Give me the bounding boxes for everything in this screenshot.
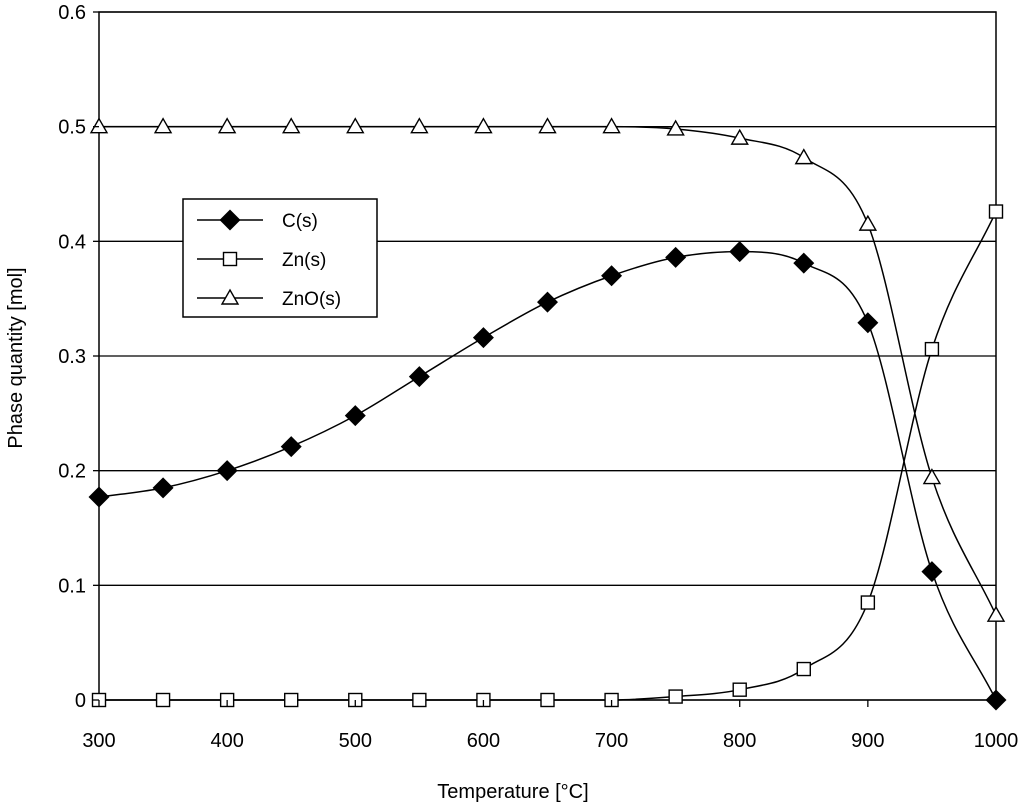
legend-marker-1	[222, 251, 238, 267]
data-point-s1-9	[668, 689, 683, 704]
data-point-s0-5	[408, 366, 430, 388]
x-axis-ticks: 300 400 500 600 700 800 900 1000	[82, 700, 1018, 752]
series-markers-2	[89, 117, 1006, 622]
data-point-s1-3	[284, 692, 299, 708]
series-line-0	[98, 250, 997, 701]
data-point-s0-7	[537, 291, 558, 313]
data-point-s2-10	[730, 128, 749, 145]
y-axis-label: Phase quantity [mol]	[5, 267, 27, 448]
x-tick-label-3: 600	[467, 730, 500, 752]
series-markers-0	[88, 241, 1007, 711]
data-point-s2-11	[794, 148, 813, 165]
y-axis-ticks: 0 0.1 0.2 0.3 0.4 0.5 0.6	[58, 2, 99, 712]
data-point-s2-2	[217, 117, 237, 134]
data-point-s2-3	[282, 117, 301, 134]
legend-marker-0	[219, 209, 241, 231]
legend-label-0: C(s)	[282, 211, 318, 232]
series-markers	[88, 117, 1007, 711]
data-point-s1-1	[155, 692, 171, 708]
data-point-s2-0	[89, 117, 109, 134]
x-tick-label-6: 900	[851, 730, 884, 752]
data-point-s2-8	[602, 117, 621, 134]
data-point-s2-14	[986, 605, 1006, 622]
data-point-s0-11	[793, 252, 815, 274]
legend-label-2: ZnO(s)	[282, 289, 341, 310]
data-point-s0-10	[729, 241, 751, 263]
data-point-s1-14	[988, 204, 1004, 219]
legend-box	[182, 198, 378, 318]
data-point-s1-7	[540, 692, 555, 708]
data-point-s2-6	[474, 117, 493, 134]
data-point-s0-13	[921, 561, 943, 583]
y-tick-label-5: 0.5	[58, 117, 86, 139]
data-point-s1-12	[860, 595, 876, 610]
legend: C(s) Zn(s) ZnO(s)	[182, 198, 378, 318]
data-point-s0-1	[152, 477, 174, 499]
data-point-s1-13	[924, 341, 940, 357]
legend-marker-2	[220, 288, 240, 305]
data-point-s1-11	[796, 661, 811, 677]
y-tick-label-6: 0.6	[58, 2, 86, 24]
y-tick-label-0: 0	[75, 690, 86, 712]
series-line-2	[99, 125, 997, 616]
data-point-s2-1	[153, 117, 173, 134]
y-tick-label-3: 0.3	[58, 346, 86, 368]
data-point-s0-4	[344, 405, 366, 427]
data-point-s0-12	[857, 312, 879, 334]
x-tick-label-4: 700	[595, 730, 628, 752]
series-lines	[98, 125, 997, 701]
data-point-s0-6	[472, 327, 494, 349]
y-tick-label-2: 0.2	[58, 461, 86, 483]
y-tick-label-1: 0.1	[58, 575, 86, 597]
x-tick-label-5: 800	[723, 730, 756, 752]
data-point-s0-8	[601, 265, 623, 287]
data-point-s0-2	[216, 460, 238, 482]
y-tick-label-4: 0.4	[58, 231, 86, 253]
data-point-s2-7	[538, 117, 557, 134]
x-tick-label-1: 400	[210, 730, 243, 752]
legend-label-1: Zn(s)	[282, 250, 326, 271]
x-tick-label-7: 1000	[974, 730, 1019, 752]
data-point-s0-0	[88, 486, 110, 508]
data-point-s2-12	[858, 214, 878, 231]
x-tick-label-2: 500	[339, 730, 372, 752]
data-point-s0-9	[665, 246, 687, 268]
data-point-s2-4	[346, 117, 365, 134]
data-point-s1-10	[732, 682, 747, 697]
data-point-s2-13	[922, 468, 942, 485]
legend-items: C(s) Zn(s) ZnO(s)	[197, 209, 341, 310]
x-tick-label-0: 300	[82, 730, 115, 752]
data-point-s0-3	[280, 436, 302, 458]
series-line-1	[99, 211, 997, 701]
data-point-s2-5	[410, 117, 429, 134]
data-point-s2-9	[666, 119, 685, 136]
x-axis-label: Temperature [°C]	[437, 781, 588, 803]
data-point-s1-5	[412, 692, 427, 708]
